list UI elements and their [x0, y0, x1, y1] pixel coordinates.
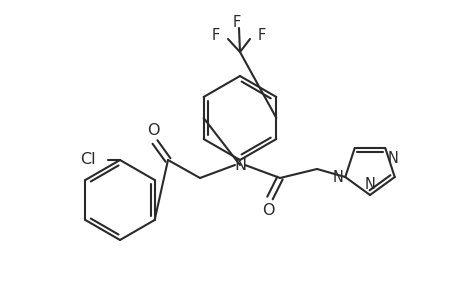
Text: O: O	[146, 123, 159, 138]
Text: N: N	[234, 158, 246, 172]
Text: Cl: Cl	[80, 152, 96, 167]
Text: O: O	[261, 203, 274, 218]
Text: N: N	[364, 177, 375, 192]
Text: N: N	[386, 151, 397, 166]
Text: N: N	[332, 169, 342, 184]
Text: F: F	[211, 28, 219, 43]
Text: F: F	[257, 28, 266, 43]
Text: F: F	[232, 14, 241, 29]
